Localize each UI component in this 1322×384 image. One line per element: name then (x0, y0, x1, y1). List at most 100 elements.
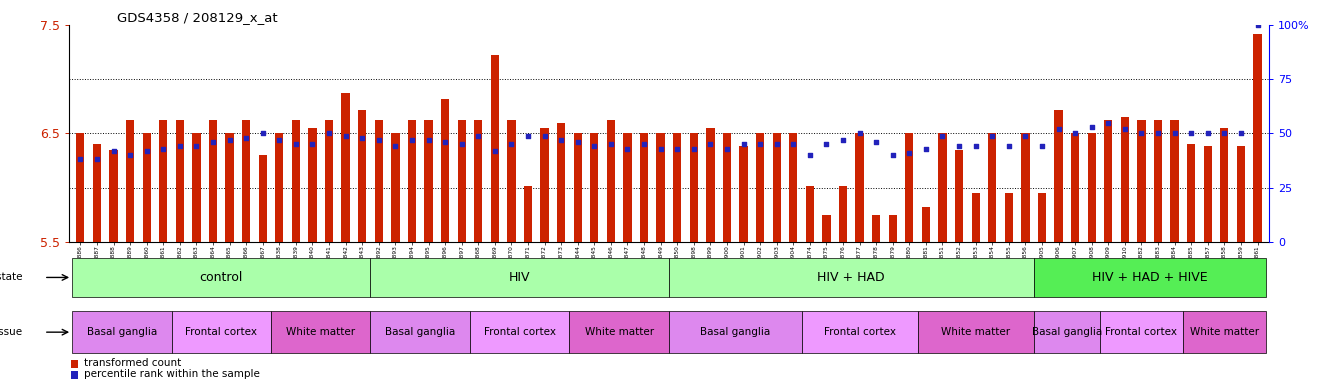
Bar (1187, 144, 1195, 242)
Point (1181, 131, 1202, 137)
Point (982, 132, 1003, 139)
Bar (508, 121, 516, 242)
Point (501, 141, 522, 147)
Point (767, 141, 788, 147)
Bar (226, 134, 234, 242)
Point (1214, 131, 1235, 137)
Bar (673, 134, 681, 242)
Bar (471, 311, 570, 353)
Text: percentile rank within the sample: percentile rank within the sample (83, 369, 259, 379)
Bar (143, 134, 151, 242)
Text: White matter: White matter (941, 327, 1010, 337)
Point (584, 143, 605, 149)
Bar (391, 134, 399, 242)
Text: Basal ganglia: Basal ganglia (87, 327, 157, 337)
Bar (1034, 311, 1100, 353)
Point (152, 146, 173, 152)
Bar (1253, 34, 1261, 242)
Bar (1038, 193, 1046, 242)
Text: Frontal cortex: Frontal cortex (1105, 327, 1178, 337)
Bar (939, 134, 947, 242)
Point (1231, 131, 1252, 137)
Point (1064, 131, 1085, 137)
Bar (73, 311, 172, 353)
Bar (906, 134, 914, 242)
Point (899, 150, 920, 156)
Point (567, 139, 588, 145)
Bar (706, 128, 714, 242)
Point (70, 156, 91, 162)
Bar (607, 121, 615, 242)
Point (783, 141, 804, 147)
Bar (772, 134, 781, 242)
Point (385, 143, 406, 149)
Bar (739, 146, 748, 242)
Bar (1183, 311, 1265, 353)
Text: HIV + HAD + HIVE: HIV + HAD + HIVE (1092, 271, 1207, 284)
Bar (590, 134, 599, 242)
Point (517, 132, 538, 139)
Text: disease state: disease state (0, 272, 22, 283)
Text: Frontal cortex: Frontal cortex (824, 327, 895, 337)
Bar (988, 134, 997, 242)
Bar (1071, 134, 1079, 242)
Point (534, 132, 555, 139)
Bar (1154, 121, 1162, 242)
Bar (110, 150, 118, 242)
Bar (457, 121, 465, 242)
Bar (657, 134, 665, 242)
Bar (557, 122, 566, 242)
Point (1147, 131, 1169, 137)
Bar (1220, 128, 1228, 242)
Point (435, 139, 456, 145)
Point (617, 146, 639, 152)
Bar (669, 258, 1034, 297)
Point (550, 137, 571, 143)
Bar (1005, 193, 1013, 242)
Point (717, 146, 738, 152)
Point (882, 152, 903, 158)
Bar (407, 121, 416, 242)
Bar (1237, 146, 1245, 242)
Point (369, 137, 390, 143)
Bar (855, 134, 863, 242)
Text: control: control (200, 271, 243, 284)
Point (816, 141, 837, 147)
Point (1031, 143, 1052, 149)
Bar (176, 121, 184, 242)
Point (750, 141, 771, 147)
Point (484, 148, 505, 154)
Bar (71, 359, 78, 367)
Point (633, 141, 654, 147)
Bar (424, 121, 432, 242)
Text: Frontal cortex: Frontal cortex (484, 327, 555, 337)
Bar (1121, 117, 1129, 242)
Bar (690, 134, 698, 242)
Point (186, 143, 208, 149)
Bar (822, 215, 830, 242)
Bar (172, 311, 271, 353)
Point (800, 152, 821, 158)
Point (219, 137, 241, 143)
Bar (917, 311, 1034, 353)
Bar (242, 121, 250, 242)
Point (849, 131, 870, 137)
Point (202, 139, 223, 145)
Point (334, 132, 356, 139)
Point (352, 135, 373, 141)
Bar (1088, 134, 1096, 242)
Bar (723, 134, 731, 242)
Bar (570, 311, 669, 353)
Text: tissue: tissue (0, 327, 22, 337)
Point (1165, 131, 1186, 137)
Point (915, 146, 936, 152)
Bar (325, 121, 333, 242)
Point (650, 146, 672, 152)
Text: HIV: HIV (509, 271, 530, 284)
Bar (374, 121, 383, 242)
Bar (972, 193, 980, 242)
Bar (1022, 134, 1030, 242)
Bar (159, 121, 168, 242)
Text: HIV + HAD: HIV + HAD (817, 271, 886, 284)
Bar (640, 134, 648, 242)
